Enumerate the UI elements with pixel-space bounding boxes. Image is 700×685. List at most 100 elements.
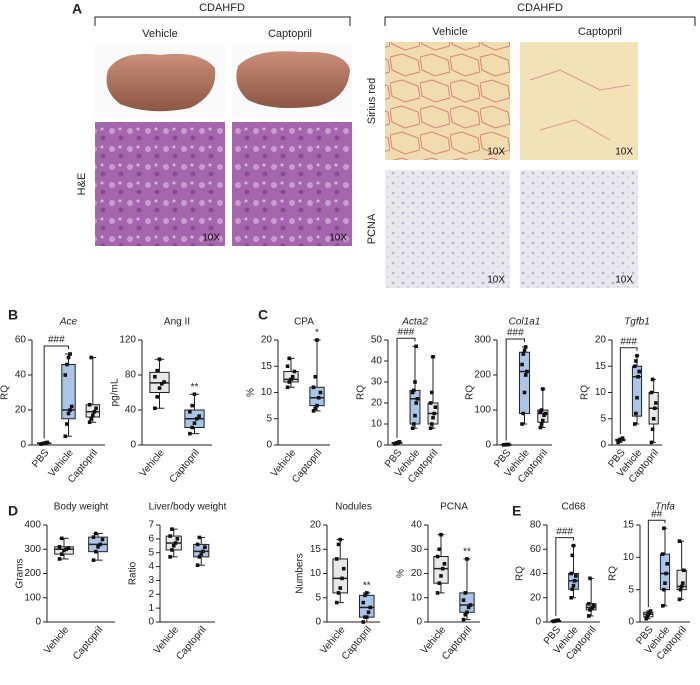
y-tick-label: 0 — [628, 617, 634, 628]
data-point — [662, 526, 666, 531]
bracket — [384, 16, 696, 26]
data-point — [677, 597, 682, 602]
magnification: 10X — [615, 147, 633, 158]
data-point — [311, 385, 316, 390]
significance: ## — [651, 509, 663, 520]
data-point — [539, 408, 544, 412]
y-tick-label: 0 — [266, 440, 272, 451]
data-point — [153, 406, 157, 411]
y-tick-label: 10 — [623, 552, 635, 563]
data-point — [570, 587, 575, 592]
data-point — [414, 401, 418, 405]
data-point — [368, 605, 373, 610]
data-point — [648, 609, 653, 613]
data-point — [412, 422, 416, 426]
data-point — [192, 392, 197, 397]
y-tick-label: 15 — [595, 361, 607, 372]
x-tick-label: Captopril — [174, 625, 208, 663]
y-tick-label: 10 — [310, 568, 322, 579]
data-point — [680, 581, 685, 585]
y-tick-label: 300 — [24, 544, 41, 555]
y-tick-label: 5 — [600, 413, 606, 424]
data-point — [199, 552, 204, 556]
data-point — [520, 422, 524, 426]
data-point — [290, 374, 295, 379]
data-point — [313, 406, 318, 411]
data-point — [153, 374, 157, 379]
data-point — [195, 416, 199, 421]
chart-title: Nodules — [335, 502, 372, 513]
column-label: Captopril — [578, 26, 622, 38]
data-point — [637, 369, 641, 374]
data-point — [315, 338, 319, 342]
data-point — [63, 434, 68, 439]
data-point — [635, 353, 639, 358]
data-point — [289, 377, 293, 382]
data-point — [59, 536, 64, 541]
data-point — [45, 440, 50, 445]
data-point — [91, 535, 96, 539]
data-point — [68, 408, 72, 412]
y-tick-label: 5 — [148, 547, 154, 558]
data-point — [466, 605, 471, 610]
data-point — [292, 369, 297, 374]
data-point — [678, 587, 683, 592]
y-axis-label: Ratio — [128, 561, 139, 585]
data-point — [175, 537, 180, 541]
data-point — [523, 373, 528, 377]
data-point — [203, 545, 207, 549]
significance: ### — [556, 526, 573, 537]
y-tick-label: 0 — [148, 617, 154, 628]
data-point — [66, 355, 71, 360]
y-tick-label: 60 — [530, 544, 542, 555]
data-point — [591, 603, 596, 607]
data-point — [195, 542, 200, 547]
data-point — [313, 374, 318, 379]
data-point — [665, 562, 669, 566]
data-point — [541, 387, 545, 391]
data-point — [65, 362, 69, 367]
data-point — [664, 571, 668, 576]
chart-title: Ang II — [164, 317, 190, 328]
data-point — [539, 422, 544, 426]
data-point — [679, 584, 684, 589]
data-point — [571, 543, 576, 548]
y-tick-label: 20 — [530, 592, 542, 603]
data-point — [93, 549, 98, 554]
data-point — [428, 401, 433, 405]
y-tick-label: 40 — [411, 520, 423, 531]
data-point — [87, 402, 92, 407]
y-tick-label: 50 — [371, 335, 383, 346]
data-point — [287, 356, 292, 361]
data-point — [661, 604, 665, 608]
significance: ** — [191, 382, 199, 393]
data-point — [170, 548, 174, 552]
data-point — [334, 600, 339, 605]
data-point — [336, 591, 341, 595]
column-label: Vehicle — [142, 28, 177, 40]
data-point — [506, 442, 511, 447]
data-point — [361, 600, 366, 605]
y-tick-label: 15 — [261, 361, 273, 372]
significance: ### — [48, 335, 65, 346]
chart-title: Tnfa — [655, 502, 675, 513]
chart-title: Body weight — [54, 502, 109, 513]
data-point — [197, 414, 201, 418]
data-point — [650, 377, 655, 382]
y-tick-label: 20 — [371, 398, 383, 409]
significance-bracket — [619, 347, 638, 435]
data-point — [190, 403, 194, 408]
data-point — [430, 390, 434, 395]
data-point — [57, 545, 62, 549]
data-point — [543, 411, 548, 416]
box — [518, 351, 531, 414]
y-tick-label: 0 — [485, 440, 491, 451]
data-point — [285, 364, 290, 369]
data-point — [64, 547, 69, 552]
data-point — [522, 390, 527, 395]
data-point — [340, 576, 344, 581]
y-tick-label: 15 — [623, 520, 635, 531]
data-point — [569, 571, 573, 576]
y-tick-label: 80 — [530, 520, 542, 531]
